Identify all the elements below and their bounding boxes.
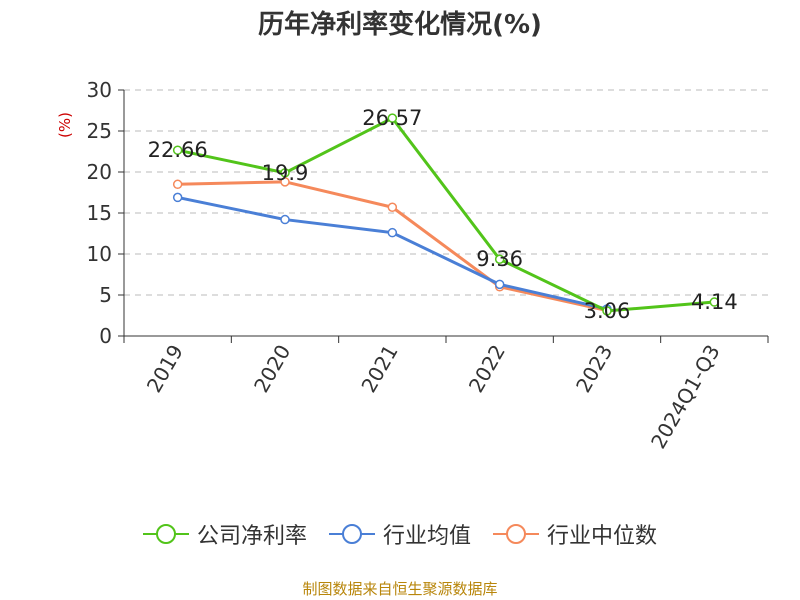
data-point <box>602 306 612 316</box>
y-tick-label: 30 <box>87 78 112 102</box>
y-tick-label: 10 <box>87 242 112 266</box>
legend-item-company[interactable]: 公司净利率 <box>142 518 307 550</box>
y-tick-label: 20 <box>87 160 112 184</box>
data-point <box>280 168 290 178</box>
x-tick-label: 2022 <box>464 341 510 397</box>
series-line <box>177 116 715 313</box>
data-point <box>494 279 505 290</box>
legend-line-circle-icon <box>142 523 189 545</box>
data-label: 3.06 <box>584 299 631 323</box>
x-tick-label: 2021 <box>356 341 402 397</box>
y-tick-label: 25 <box>87 119 112 143</box>
legend-label: 行业均值 <box>382 524 471 549</box>
data-label: 19.9 <box>262 161 309 185</box>
legend-item-industry-mean[interactable]: 行业均值 <box>328 518 471 550</box>
data-label: 9.36 <box>476 247 523 271</box>
x-tick-label: 2024Q1-Q3 <box>646 341 725 453</box>
source-note: 制图数据来自恒生聚源数据库 <box>302 580 498 598</box>
y-axis-label: (%) <box>56 112 74 138</box>
data-point <box>387 113 398 123</box>
x-tick-label: 2019 <box>142 341 188 397</box>
data-label: 22.66 <box>148 138 208 162</box>
data-point <box>387 202 398 213</box>
legend: 公司净利率 行业均值 行业中位数 <box>0 518 800 550</box>
y-tick-label: 5 <box>99 283 112 307</box>
data-point <box>494 254 505 264</box>
x-tick-label: 2023 <box>571 341 617 397</box>
series-line <box>177 180 608 313</box>
y-tick-label: 15 <box>87 201 112 225</box>
chart-title: 历年净利率变化情况(%) <box>258 10 542 40</box>
data-point <box>709 297 720 307</box>
legend-item-industry-median[interactable]: 行业中位数 <box>493 518 657 550</box>
legend-line-circle-icon <box>328 523 375 545</box>
legend-line-circle-icon <box>493 523 539 545</box>
series-line <box>177 195 608 311</box>
data-label: 26.57 <box>362 106 422 130</box>
data-point <box>172 179 183 190</box>
data-point <box>172 192 183 203</box>
data-point <box>280 177 290 187</box>
data-label: 4.14 <box>691 290 738 314</box>
legend-label: 公司净利率 <box>196 524 307 549</box>
y-tick-label: 0 <box>99 324 112 348</box>
legend-label: 行业中位数 <box>547 524 658 549</box>
data-point <box>387 227 398 238</box>
data-point <box>172 145 183 155</box>
x-tick-label: 2020 <box>249 341 295 397</box>
data-point <box>280 214 290 225</box>
